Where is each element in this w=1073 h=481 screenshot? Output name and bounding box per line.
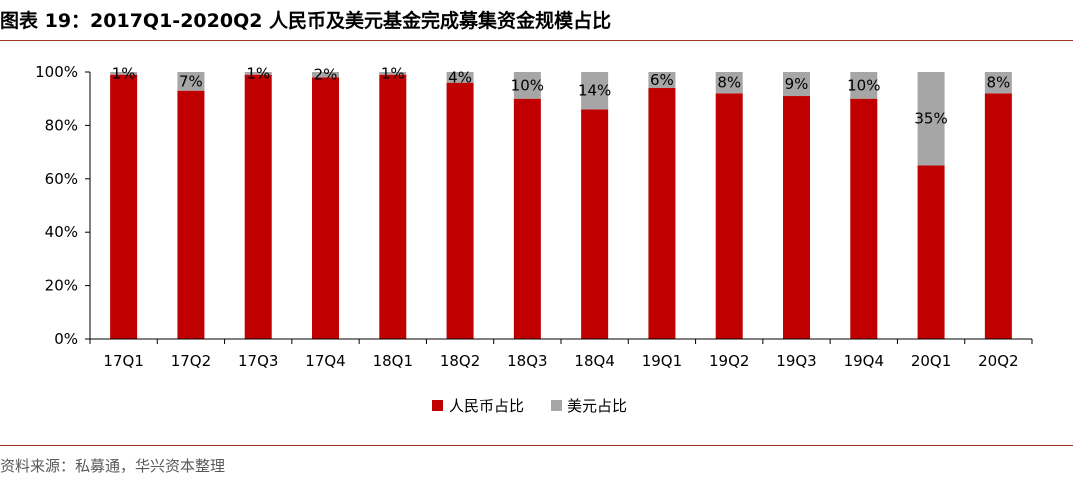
data-label-usd: 9% [785, 75, 809, 93]
bar-rmb [513, 98, 541, 339]
data-label-usd: 8% [986, 74, 1010, 92]
bars [110, 72, 1012, 340]
bar-usd [513, 72, 541, 99]
data-label-usd: 1% [381, 64, 405, 82]
x-tick-label: 19Q3 [776, 352, 816, 370]
bar-usd [312, 72, 339, 78]
bar-rmb [110, 74, 138, 340]
bar-usd [648, 72, 676, 89]
bar-rmb [312, 77, 339, 339]
legend-label-rmb: 人民币占比 [449, 397, 524, 415]
bar-usd [783, 72, 810, 97]
data-label-usd: 6% [650, 71, 674, 89]
y-axis: 0% 20% 40% 60% 80% 100% [35, 63, 91, 348]
y-tick-label: 20% [45, 277, 78, 295]
bar-usd [379, 72, 407, 75]
y-tick-label: 40% [45, 223, 78, 241]
x-tick-label: 20Q2 [978, 352, 1018, 370]
data-label-usd: 1% [112, 64, 136, 82]
x-tick-label: 19Q1 [642, 352, 682, 370]
bar-usd [917, 72, 945, 166]
bar-usd [244, 72, 272, 75]
data-label-usd: 2% [314, 66, 338, 84]
bar-usd [850, 72, 878, 99]
bar-usd [581, 72, 609, 110]
y-tick-label: 60% [45, 170, 78, 188]
x-tick-label: 17Q3 [238, 352, 278, 370]
data-labels: 1% 7% 1% 2% 1% 4% 10% 14% 6% 8% 9% 10% 35% 8% [112, 64, 1011, 127]
x-tick-label: 17Q1 [103, 352, 143, 370]
bar-usd [110, 72, 138, 75]
source-note: 资料来源：私募通，华兴资本整理 [0, 457, 226, 475]
bar-rmb [984, 93, 1012, 339]
y-tick-label: 100% [35, 63, 78, 81]
bar-usd [446, 72, 474, 83]
x-axis: 17Q1 17Q2 17Q3 17Q4 18Q1 18Q2 18Q3 18Q4 19Q1 19Q2… [89, 338, 1033, 370]
x-tick-label: 18Q2 [440, 352, 480, 370]
legend-swatch-rmb [432, 400, 443, 411]
bar-usd [715, 72, 743, 94]
footer-divider [0, 445, 1073, 446]
legend-swatch-usd [551, 400, 562, 411]
bar-rmb [850, 98, 878, 339]
legend: 人民币占比 美元占比 [432, 397, 627, 415]
data-label-usd: 7% [179, 72, 203, 90]
x-tick-label: 17Q2 [171, 352, 211, 370]
bar-rmb [379, 74, 407, 340]
bar-rmb [581, 109, 609, 339]
bar-rmb [244, 74, 272, 340]
x-tick-label: 18Q1 [373, 352, 413, 370]
data-label-usd: 14% [578, 82, 611, 100]
bar-rmb [917, 165, 945, 339]
data-label-usd: 4% [448, 68, 472, 86]
bar-rmb [715, 93, 743, 339]
y-tick-label: 0% [54, 330, 78, 348]
stacked-bar-chart: 0%20%40%60%80%100% 17Q1 17Q2 17Q3 17Q4 18Q1 1… [35, 63, 1033, 415]
chart-title: 图表 19：2017Q1-2020Q2 人民币及美元基金完成募集资金规模占比 [0, 10, 612, 32]
x-tick-label: 18Q3 [507, 352, 547, 370]
x-tick-label: 18Q4 [574, 352, 614, 370]
data-label-usd: 10% [511, 76, 544, 94]
bar-rmb [783, 96, 810, 339]
bar-rmb [446, 82, 474, 340]
legend-label-usd: 美元占比 [567, 397, 627, 415]
data-label-usd: 10% [847, 76, 880, 94]
data-label-usd: 35% [914, 110, 947, 128]
x-tick-label: 19Q2 [709, 352, 749, 370]
x-tick-label: 20Q1 [911, 352, 951, 370]
bar-usd [177, 72, 205, 91]
bar-rmb [648, 88, 676, 340]
title-divider [0, 40, 1073, 41]
y-tick-label: 80% [45, 116, 78, 134]
data-label-usd: 8% [717, 74, 741, 92]
bar-usd [984, 72, 1012, 94]
x-tick-label: 19Q4 [844, 352, 884, 370]
data-label-usd: 1% [246, 64, 270, 82]
bar-rmb [177, 90, 205, 339]
x-tick-label: 17Q4 [305, 352, 345, 370]
